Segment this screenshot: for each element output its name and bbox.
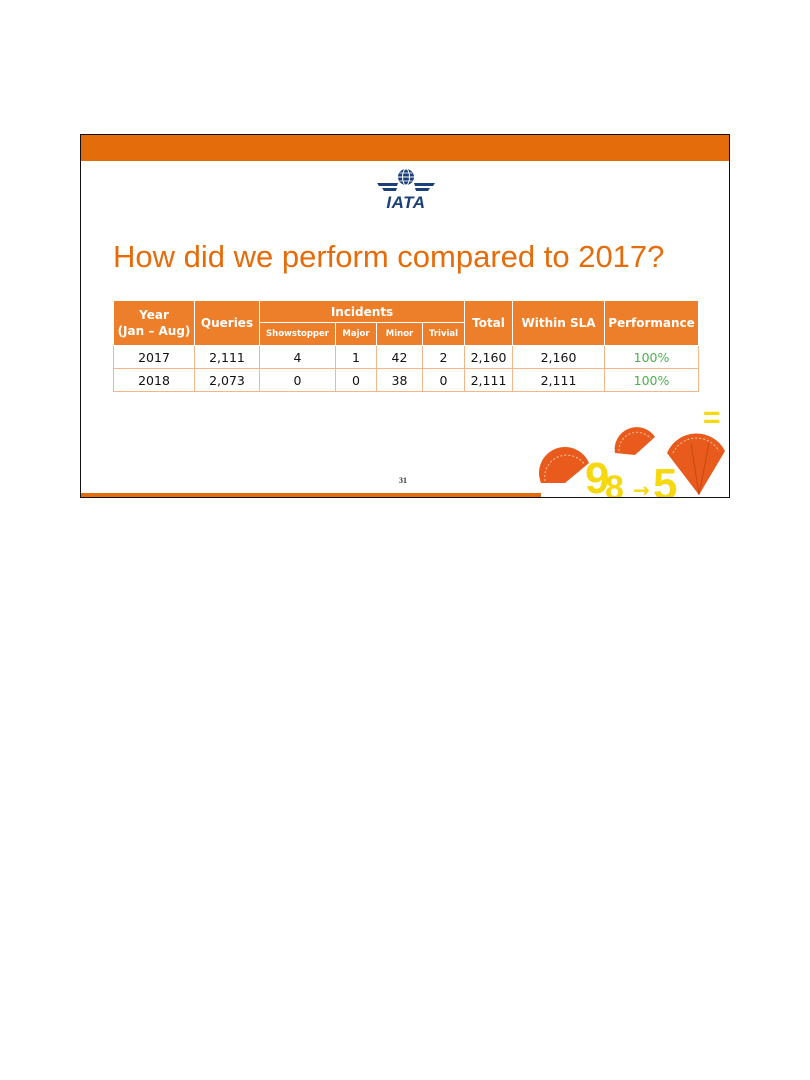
decor-glyph: 5: [653, 460, 677, 498]
iata-logo: IATA: [373, 167, 439, 215]
cell-performance: 100%: [604, 368, 700, 392]
bottom-accent-bar: [81, 493, 541, 497]
table-row: 2017 2,111 4 1 42 2 2,160 2,160 100%: [113, 345, 700, 369]
decor-glyph: 8: [605, 469, 624, 498]
decorative-fan-numbers: 9 8 → 5 =: [539, 403, 725, 498]
cell-major: 1: [335, 345, 377, 369]
page-number: 31: [399, 476, 407, 485]
fan-icon: [667, 433, 725, 496]
header-major: Major: [335, 322, 377, 346]
cell-year: 2017: [113, 345, 195, 369]
header-showstopper: Showstopper: [259, 322, 336, 346]
fan-icon: [614, 427, 655, 455]
cell-within-sla: 2,160: [512, 345, 606, 369]
header-trivial: Trivial: [421, 322, 466, 346]
header-minor: Minor: [376, 322, 423, 346]
header-year: Year (Jan – Aug): [113, 300, 195, 346]
cell-total: 2,160: [464, 345, 514, 369]
globe-wings-icon: [377, 168, 435, 191]
top-accent-bar: [81, 135, 729, 161]
cell-performance: 100%: [604, 345, 700, 369]
cell-queries: 2,111: [194, 345, 260, 369]
header-year-range: (Jan – Aug): [117, 324, 191, 338]
header-total: Total: [464, 300, 514, 346]
table-row: 2018 2,073 0 0 38 0 2,111 2,111 100%: [113, 368, 700, 392]
slide: IATA How did we perform compared to 2017…: [80, 134, 730, 498]
decor-glyph: 9: [585, 454, 609, 498]
cell-showstopper: 4: [259, 345, 336, 369]
header-year-label: Year: [139, 308, 169, 322]
cell-trivial: 0: [421, 368, 466, 392]
decor-glyph: →: [633, 478, 650, 498]
header-incidents: Incidents: [258, 300, 466, 323]
header-queries: Queries: [194, 300, 260, 346]
header-performance: Performance: [604, 300, 700, 346]
header-row: Year (Jan – Aug) Queries Incidents Total…: [113, 300, 700, 346]
cell-showstopper: 0: [259, 368, 336, 392]
cell-within-sla: 2,111: [512, 368, 606, 392]
cell-major: 0: [335, 368, 377, 392]
performance-table: Year (Jan – Aug) Queries Incidents Total…: [113, 300, 700, 392]
fan-icon: [539, 447, 589, 483]
cell-trivial: 2: [421, 345, 466, 369]
cell-year: 2018: [113, 368, 195, 392]
header-within-sla: Within SLA: [512, 300, 606, 346]
subheader-row: Showstopper Major Minor Trivial: [114, 322, 699, 346]
logo-text: IATA: [386, 193, 426, 212]
cell-minor: 42: [376, 345, 423, 369]
cell-total: 2,111: [464, 368, 514, 392]
cell-queries: 2,073: [194, 368, 260, 392]
slide-title: How did we perform compared to 2017?: [113, 239, 665, 274]
decor-glyph: =: [703, 403, 721, 434]
cell-minor: 38: [376, 368, 423, 392]
